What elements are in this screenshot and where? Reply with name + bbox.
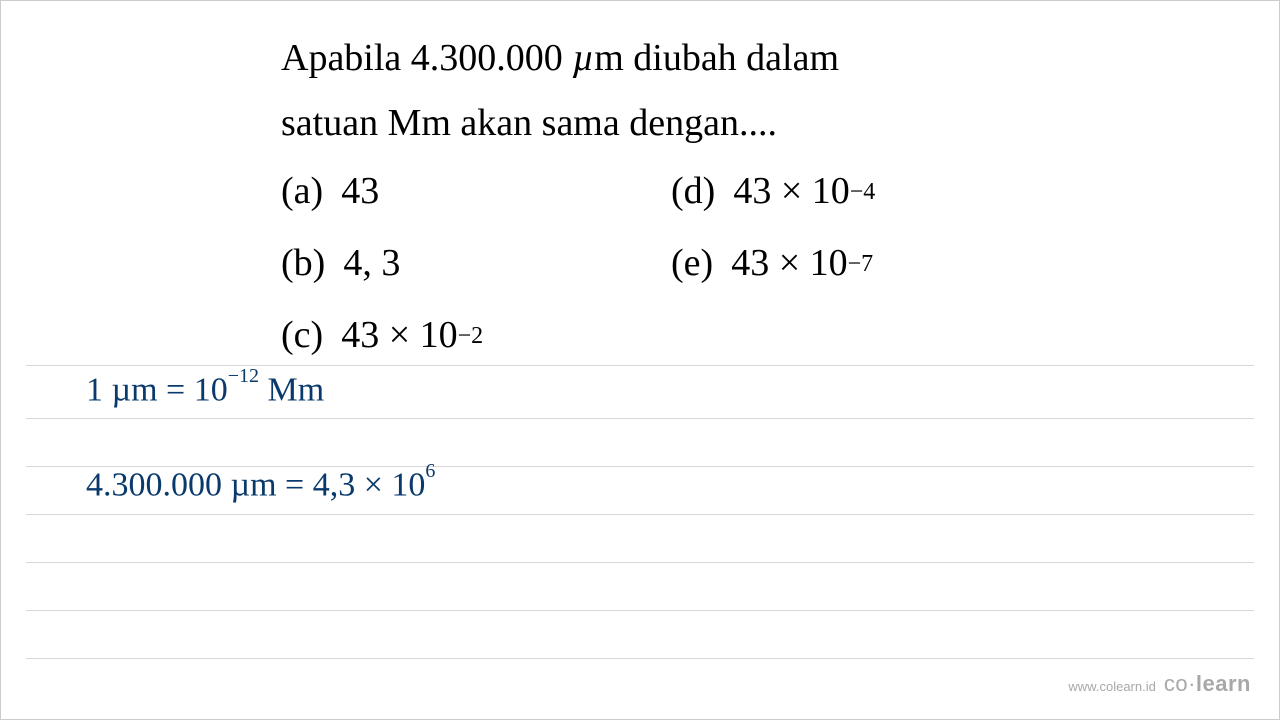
watermark-brand: co·learn bbox=[1164, 671, 1251, 697]
option-e: (e) 43 × 10−7 bbox=[671, 241, 1061, 285]
option-e-exp: −7 bbox=[848, 251, 874, 278]
option-a: (a) 43 bbox=[281, 169, 671, 213]
ruled-line bbox=[26, 365, 1254, 366]
option-c-base: 43 × 10 bbox=[341, 313, 457, 357]
watermark-url: www.colearn.id bbox=[1068, 679, 1155, 694]
handwritten-line1: 1 µm = 10−12 Mm bbox=[86, 371, 324, 409]
option-d-exp: −4 bbox=[850, 179, 876, 206]
handwriting-area: 1 µm = 10−12 Mm 4.300.000 µm = 4,3 × 106 bbox=[1, 361, 1279, 719]
question-block: Apabila 4.300.000 µm diubah dalam satuan… bbox=[1, 1, 1279, 357]
hw2-exp: 6 bbox=[425, 460, 435, 482]
brand-prefix: co· bbox=[1164, 671, 1196, 696]
handwritten-line2: 4.300.000 µm = 4,3 × 106 bbox=[86, 466, 435, 504]
hw1-suffix: Mm bbox=[259, 371, 324, 408]
option-a-label: (a) bbox=[281, 169, 323, 213]
option-c: (c) 43 × 10−2 bbox=[281, 313, 671, 357]
ruled-line bbox=[26, 562, 1254, 563]
watermark: www.colearn.id co·learn bbox=[1068, 671, 1251, 697]
ruled-line bbox=[26, 610, 1254, 611]
option-d-label: (d) bbox=[671, 169, 715, 213]
option-b: (b) 4, 3 bbox=[281, 241, 671, 285]
mu-symbol: µ bbox=[572, 37, 594, 79]
option-d-base: 43 × 10 bbox=[733, 169, 849, 213]
option-b-label: (b) bbox=[281, 241, 325, 285]
question-line1: Apabila 4.300.000 µm diubah dalam bbox=[281, 31, 1279, 86]
question-line2: satuan Mm akan sama dengan.... bbox=[281, 96, 1279, 151]
option-e-label: (e) bbox=[671, 241, 713, 285]
option-c-exp: −2 bbox=[458, 323, 484, 350]
option-a-value: 43 bbox=[341, 169, 379, 213]
question-prefix: Apabila 4.300.000 bbox=[281, 37, 572, 79]
question-unit-rest: m diubah dalam bbox=[594, 37, 839, 79]
option-b-value: 4, 3 bbox=[343, 241, 400, 285]
hw1-exp: −12 bbox=[228, 365, 259, 387]
ruled-line bbox=[26, 418, 1254, 419]
options-grid: (a) 43 (d) 43 × 10−4 (b) 4, 3 (e) 43 × 1… bbox=[281, 169, 1279, 357]
hw1-prefix: 1 µm = 10 bbox=[86, 371, 228, 408]
brand-bold: learn bbox=[1196, 671, 1251, 696]
ruled-line bbox=[26, 514, 1254, 515]
option-c-label: (c) bbox=[281, 313, 323, 357]
hw2-prefix: 4.300.000 µm = 4,3 × 10 bbox=[86, 466, 425, 503]
ruled-line bbox=[26, 658, 1254, 659]
option-e-base: 43 × 10 bbox=[731, 241, 847, 285]
option-d: (d) 43 × 10−4 bbox=[671, 169, 1061, 213]
